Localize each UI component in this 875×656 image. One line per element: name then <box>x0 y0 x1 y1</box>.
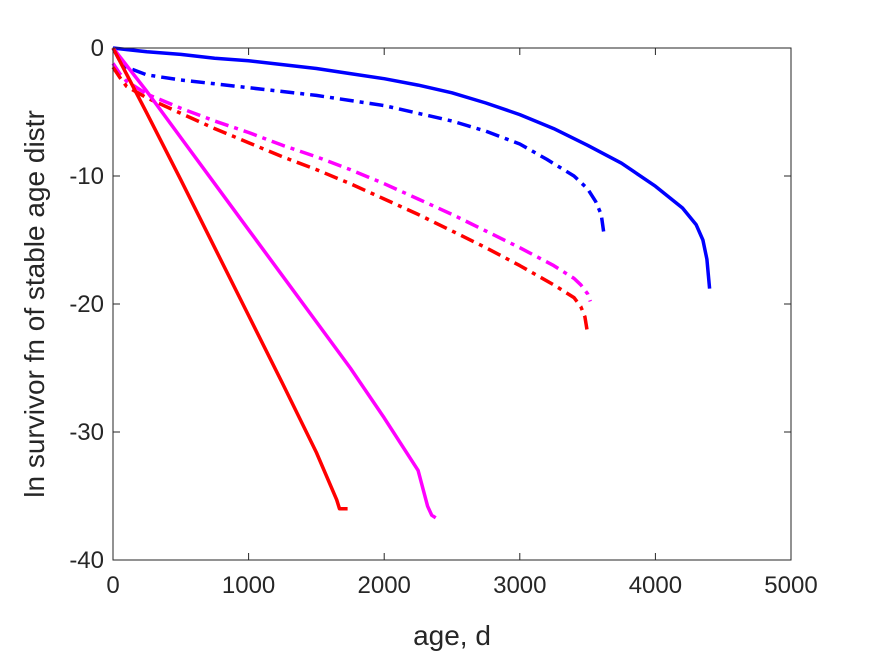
y-tick-label-1: -10 <box>69 163 104 190</box>
x-tick-label-3: 3000 <box>493 572 546 599</box>
series-layer <box>111 46 712 520</box>
y-axis-label: ln survivor fn of stable age distr <box>19 110 50 498</box>
plot-area <box>113 48 791 560</box>
x-tick-label-4: 4000 <box>629 572 682 599</box>
series-line-1 <box>112 46 712 289</box>
series-line-6 <box>111 47 348 511</box>
y-tick-label-4: -40 <box>69 547 104 574</box>
x-tick-label-2: 2000 <box>358 572 411 599</box>
series-line-5 <box>111 46 437 520</box>
series-line-2 <box>111 47 606 234</box>
x-tick-label-5: 5000 <box>764 572 817 599</box>
x-tick-label-0: 0 <box>106 572 119 599</box>
ticks-layer: 0 1000 2000 3000 4000 5000 0 -10 -20 -30 -40 <box>69 35 817 599</box>
x-tick-label-1: 1000 <box>222 572 275 599</box>
y-tick-label-3: -30 <box>69 419 104 446</box>
y-tick-label-2: -20 <box>69 291 104 318</box>
x-axis-label: age, d <box>413 620 491 651</box>
y-tick-label-0: 0 <box>91 35 104 62</box>
